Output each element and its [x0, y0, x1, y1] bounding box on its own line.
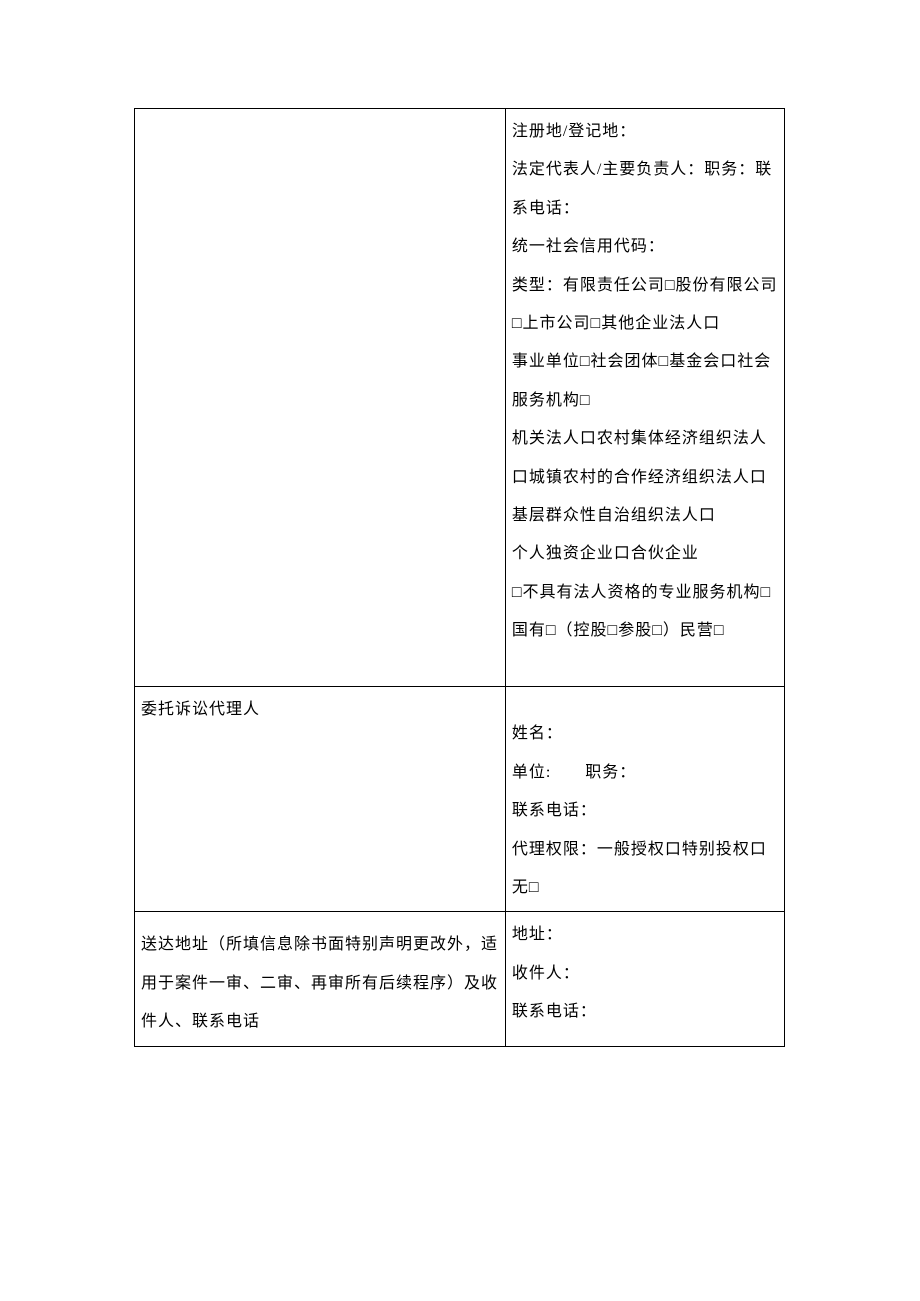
agent-none: 无□ [512, 869, 778, 907]
form-table: 注册地/登记地： 法定代表人/主要负责人：职务：联系电话： 统一社会信用代码： … [134, 108, 785, 1047]
table-row: 委托诉讼代理人 姓名： 单位: 职务： 联系电话： 代理权限：一般授权口特别投权… [135, 687, 784, 912]
agent-unit-position: 单位: 职务： [512, 754, 778, 792]
delivery-address: 地址： [512, 916, 778, 954]
company-type-3: 机关法人口农村集体经济组织法人口城镇农村的合作经济组织法人口基层群众性自治组织法… [512, 420, 778, 535]
table-row: 注册地/登记地： 法定代表人/主要负责人：职务：联系电话： 统一社会信用代码： … [135, 109, 784, 687]
company-type-2: 事业单位□社会团体□基金会口社会服务机构□ [512, 343, 778, 420]
row2-right-cell: 姓名： 单位: 职务： 联系电话： 代理权限：一般授权口特别投权口 无□ [506, 687, 784, 911]
agent-authority: 代理权限：一般授权口特别投权口 [512, 831, 778, 869]
social-credit-code: 统一社会信用代码： [512, 228, 778, 266]
company-type-4: 个人独资企业口合伙企业 [512, 535, 778, 573]
row1-right-cell: 注册地/登记地： 法定代表人/主要负责人：职务：联系电话： 统一社会信用代码： … [506, 109, 784, 686]
row1-left-cell [135, 109, 506, 686]
company-type-5: □不具有法人资格的专业服务机构□ [512, 574, 778, 612]
row3-left-cell: 送达地址（所填信息除书面特别声明更改外，适用于案件一审、二审、再审所有后续程序）… [135, 912, 506, 1045]
recipient: 收件人： [512, 955, 778, 993]
ownership-type: 国有□（控股□参股□）民营□ [512, 612, 778, 650]
agent-name: 姓名： [512, 715, 778, 753]
legal-representative: 法定代表人/主要负责人：职务：联系电话： [512, 151, 778, 228]
row2-left-cell: 委托诉讼代理人 [135, 687, 506, 911]
company-type-1: 类型：有限责任公司□股份有限公司□上市公司□其他企业法人口 [512, 267, 778, 344]
contact-phone: 联系电话： [512, 993, 778, 1031]
row3-right-cell: 地址： 收件人： 联系电话： [506, 912, 784, 1045]
table-row: 送达地址（所填信息除书面特别声明更改外，适用于案件一审、二审、再审所有后续程序）… [135, 912, 784, 1046]
agent-phone: 联系电话： [512, 792, 778, 830]
registration-address: 注册地/登记地： [512, 113, 778, 151]
